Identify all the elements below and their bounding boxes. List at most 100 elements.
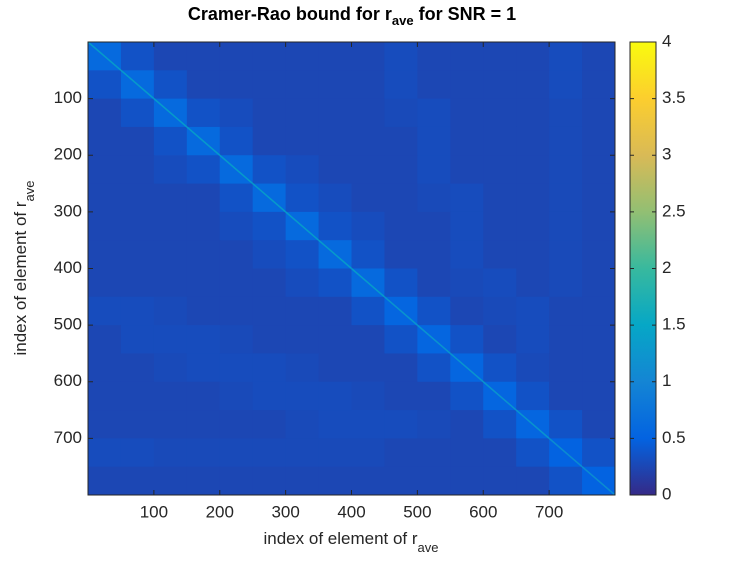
diagonal-segment [581,466,616,496]
heatmap-cell [186,466,221,496]
heatmap-cell [153,211,188,241]
heatmap-cell [516,70,550,100]
heatmap-cell [549,126,583,156]
heatmap-cell [88,183,122,213]
heatmap-cell [483,240,517,269]
heatmap-cell [153,353,188,383]
x-tick-label: 500 [403,502,431,521]
heatmap-cell [252,438,287,468]
heatmap-cell [318,353,352,383]
heatmap-cell [153,325,188,354]
heatmap-cell [582,42,616,71]
heatmap-cell [285,438,320,468]
heatmap-cell [417,296,451,326]
heatmap-cell [516,466,550,496]
diagonal-segment [548,437,583,468]
y-label-text: index of element of r [11,201,30,355]
diagonal-segment [383,296,418,326]
heatmap-cell [252,353,287,383]
heatmap-cell [483,98,517,128]
heatmap-cell [351,98,385,128]
heatmap-cell [120,466,155,496]
heatmap-cell [285,126,320,156]
heatmap-cell [219,211,254,241]
heatmap-cell [186,268,221,298]
heatmap-cell [384,211,418,241]
y-label-subscript: ave [22,181,37,202]
y-axis-label: index of element of rave [11,181,37,356]
colorbar-tick-label: 3 [662,145,671,164]
heatmap-cell [417,155,451,185]
heatmap-cell [516,211,550,241]
heatmap-cell [252,98,287,128]
heatmap-cell [351,42,385,71]
heatmap-cell [516,183,550,213]
heatmap-cell [450,325,484,354]
x-tick-label: 300 [271,502,299,521]
heatmap-cell [351,211,385,241]
diagonal-segment [285,211,320,241]
heatmap-cell [252,211,287,241]
heatmap-cell [153,126,188,156]
heatmap-cell [450,70,484,100]
heatmap-cell [450,42,484,71]
diagonal-segment [351,267,385,298]
heatmap-cell [582,155,616,185]
heatmap-cell [351,410,385,439]
heatmap-cell [582,381,616,411]
heatmap-cell [252,410,287,439]
x-label-subscript: ave [418,540,439,555]
heatmap-cell [88,466,122,496]
heatmap-cell [186,438,221,468]
heatmap-cell [120,211,155,241]
heatmap-cell [483,410,517,439]
heatmap-cell [450,410,484,439]
heatmap-cell [120,240,155,269]
heatmap-cell [582,240,616,269]
heatmap-cell [186,325,221,354]
heatmap-cell [318,410,352,439]
heatmap-cell [88,296,122,326]
heatmap-cell [384,381,418,411]
heatmap-cell [252,42,287,71]
heatmap-cell [483,126,517,156]
heatmap-cell [417,42,451,71]
heatmap-cell [351,155,385,185]
heatmap-cell [549,410,583,439]
y-tick-label: 100 [54,88,82,107]
heatmap-cell [120,353,155,383]
heatmap-cell [384,70,418,100]
colorbar-tick-label: 0.5 [662,428,686,447]
heatmap-cell [516,353,550,383]
heatmap-cell [384,126,418,156]
title-text: Cramer-Rao bound for r [188,4,392,24]
heatmap-cell [384,268,418,298]
x-tick-label: 200 [206,502,234,521]
heatmap-cell [88,268,122,298]
heatmap-cell [417,381,451,411]
heatmap-cell [450,98,484,128]
heatmap-cell [88,240,122,269]
heatmap-cell [582,353,616,383]
heatmap-cell [318,70,352,100]
heatmap-cell [219,183,254,213]
heatmap-cell [384,42,418,71]
heatmap-cell [219,296,254,326]
heatmap-cell [516,381,550,411]
x-tick-label: 100 [140,502,168,521]
heatmap-cell [285,70,320,100]
heatmap-cell [351,240,385,269]
heatmap-cell [483,211,517,241]
heatmap-cell [219,98,254,128]
heatmap-cell [285,42,320,71]
heatmap-cell [582,325,616,354]
heatmap-cell [549,183,583,213]
heatmap-cell [186,183,221,213]
heatmap-cell [516,240,550,269]
heatmap-cell [285,268,320,298]
heatmap-cell [186,296,221,326]
heatmap-cell [483,183,517,213]
heatmap-cell [120,42,155,71]
heatmap-cell [120,98,155,128]
heatmap-cell [450,155,484,185]
